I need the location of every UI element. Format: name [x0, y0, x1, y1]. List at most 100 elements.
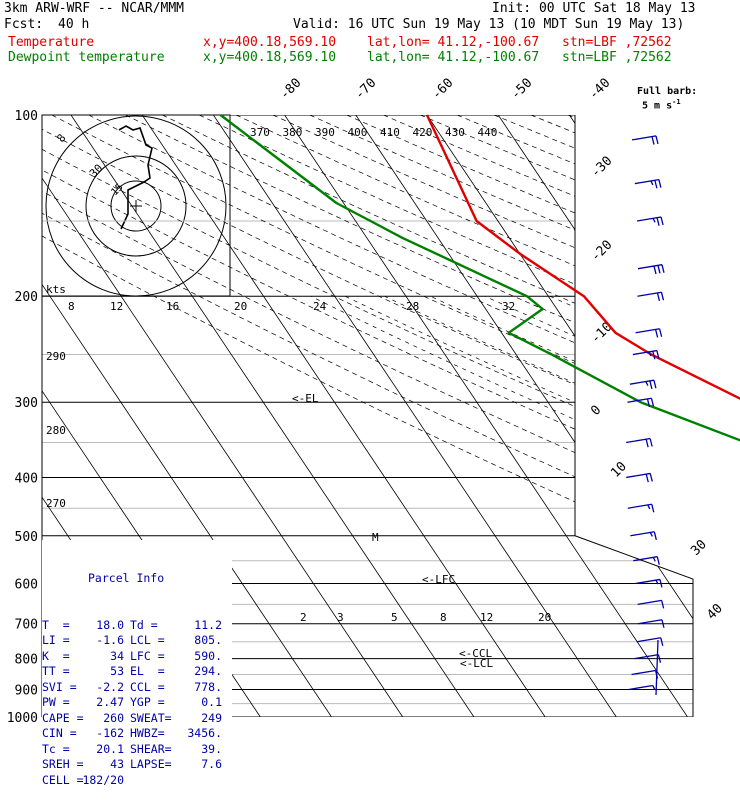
wind-barb-flag [654, 380, 656, 388]
theta-tick-label: 380 [283, 126, 303, 139]
dry-adiabat-line [494, 115, 740, 717]
theta-tick-label: 290 [46, 350, 66, 363]
mixing-ratio-tick-label: 20 [538, 611, 551, 624]
level-annotation: <-LCL [460, 657, 493, 670]
wind-barb [637, 292, 663, 301]
isotherm-tick-label: -70 [352, 76, 379, 103]
wind-barb-flag [659, 180, 661, 188]
parcel-info-cell: TT = [42, 664, 82, 680]
pressure-tick-label: 600 [15, 577, 38, 592]
barb-key-exponent: -1 [672, 98, 680, 106]
pressure-tick-label: 900 [15, 683, 38, 698]
isotherm-tick-label: 40 [704, 601, 726, 623]
isotherm-tick-label: -50 [508, 76, 535, 103]
theta-tick-label: 370 [250, 126, 270, 139]
parcel-info-cell: T = [42, 618, 82, 634]
dry-adiabat-line [347, 115, 740, 717]
parcel-info-cell: SREH = [42, 757, 82, 773]
mixing-ratio-tick-label: 32 [502, 300, 515, 313]
wind-barb-staff [638, 600, 662, 604]
parcel-info-cell: YGP = [124, 695, 180, 711]
wind-barb-flag [654, 266, 656, 274]
parcel-info-cell: 590. [180, 649, 222, 665]
wind-barb-flag [655, 180, 657, 188]
wind-barb-flag [661, 292, 663, 300]
parcel-info-cell: HWBZ= [124, 726, 180, 742]
wind-barb [633, 351, 659, 360]
moist-adiabat-line [628, 296, 740, 717]
wind-barb-flag [662, 265, 664, 273]
parcel-info-cell [180, 773, 222, 789]
parcel-info-cell: 11.2 [180, 618, 222, 634]
pressure-tick-label: 400 [15, 471, 38, 486]
wind-barb-flag [657, 557, 659, 565]
parcel-info-cell: Td = [124, 618, 180, 634]
parcel-info-cell: CELL = [42, 773, 82, 789]
theta-tick-label: 280 [46, 424, 66, 437]
wind-barb [626, 439, 652, 448]
parcel-info-cell: 805. [180, 633, 222, 649]
wind-barb-flag [657, 293, 659, 301]
mixing-ratio-tick-label: 3 [337, 611, 344, 624]
theta-tick-label: 440 [478, 126, 498, 139]
wind-barb-flag [646, 474, 648, 482]
dry-adiabat-line [162, 115, 740, 717]
parcel-info-cell: CAPE = [42, 711, 82, 727]
isotherm-tick-label: -80 [277, 76, 304, 103]
kts-label: kts [46, 283, 66, 296]
wind-barb-flag [653, 218, 655, 222]
parcel-info-cell: SVI = [42, 680, 82, 696]
wind-barb [638, 265, 664, 274]
theta-tick-label: 400 [348, 126, 368, 139]
theta-tick-label: 430 [445, 126, 465, 139]
isotherm-line [498, 115, 740, 717]
wind-barb-flag [652, 137, 654, 145]
wind-barb-staff [632, 671, 656, 675]
moist-adiabat-line [485, 296, 740, 717]
parcel-info-cell: K = [42, 649, 82, 665]
wind-barb-flag [653, 557, 655, 561]
wind-barb-flag [650, 439, 652, 447]
parcel-info-row: CELL =182/20 [42, 773, 232, 789]
wind-barb [637, 217, 663, 226]
parcel-info-cell: 182/20 [82, 773, 124, 789]
parcel-info-cell [124, 773, 180, 789]
parcel-info-cell: Tc = [42, 742, 82, 758]
isotherm-tick-label: 30 [688, 537, 710, 559]
pressure-tick-label: 200 [15, 290, 38, 305]
wind-barb-staff [629, 685, 653, 689]
isotherm-line [285, 115, 688, 717]
level-annotation: <-EL [292, 392, 319, 405]
parcel-info-cell: -2.2 [82, 680, 124, 696]
pressure-tick-label: 800 [15, 653, 38, 668]
parcel-info-cell: 294. [180, 664, 222, 680]
pressure-tick-label: 1000 [7, 711, 38, 726]
mixing-ratio-tick-label: 28 [406, 300, 419, 313]
wind-barb [628, 504, 654, 512]
parcel-info-cell: LI = [42, 633, 82, 649]
pressure-tick-label: 100 [15, 109, 38, 124]
wind-barb [632, 136, 658, 145]
parcel-info-cell: SWEAT= [124, 711, 180, 727]
wind-barb-flag [654, 532, 656, 540]
pressure-tick-label: 300 [15, 396, 38, 411]
wind-barb-flag [648, 505, 650, 509]
mixing-ratio-tick-label: 20 [234, 300, 247, 313]
parcel-info-cell: 18.0 [82, 618, 124, 634]
parcel-info-cell: PW = [42, 695, 82, 711]
barb-key-speed: 5 m s [642, 100, 672, 111]
isotherm-tick-label: -40 [586, 76, 613, 103]
dry-adiabat-line [568, 115, 740, 717]
wind-barb [636, 329, 662, 338]
parcel-info-cell: LAPSE= [124, 757, 180, 773]
mixing-ratio-tick-label: 2 [300, 611, 307, 624]
wind-barb [626, 473, 652, 482]
moist-adiabat-line [717, 296, 740, 717]
isotherm-line [641, 115, 740, 717]
